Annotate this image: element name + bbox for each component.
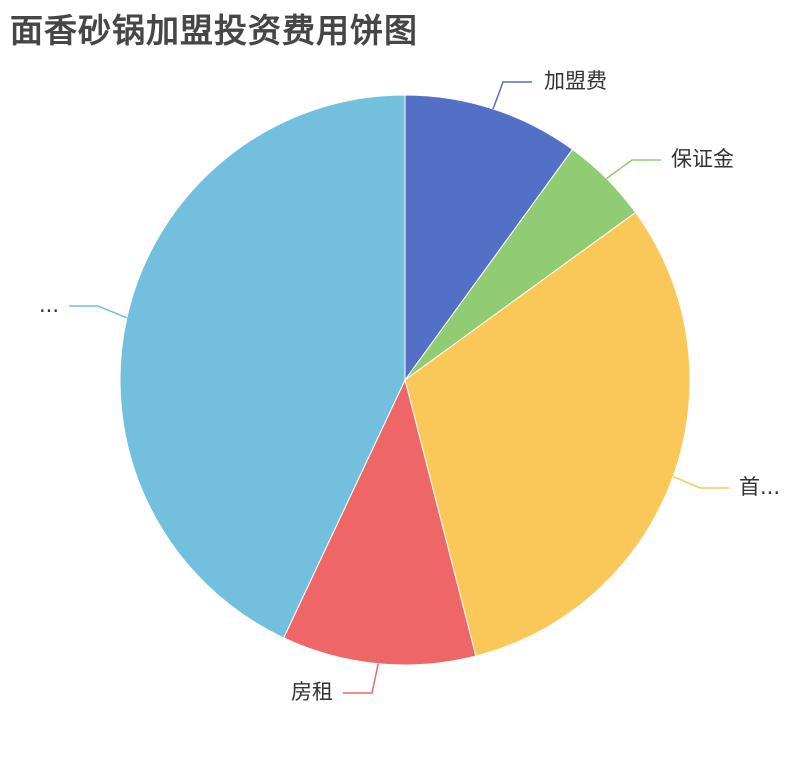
- leader-line-4: [69, 305, 128, 319]
- pie-slice-4[interactable]: [119, 94, 406, 639]
- pie-slice-3[interactable]: [282, 378, 477, 666]
- slice-label-2: 首...: [739, 475, 780, 499]
- leader-line-1: [606, 159, 661, 180]
- slice-label-1: 保证金: [671, 147, 734, 171]
- slice-label-3: 房租: [291, 680, 333, 704]
- leader-line-3: [343, 663, 379, 694]
- leader-line-2: [672, 475, 729, 489]
- slice-label-4: ...: [39, 293, 59, 317]
- pie-slice-0[interactable]: [404, 94, 574, 382]
- leader-line-0: [492, 81, 532, 110]
- chart-title: 面香砂锅加盟投资费用饼图: [10, 11, 418, 50]
- slice-label-0: 加盟费: [544, 69, 607, 93]
